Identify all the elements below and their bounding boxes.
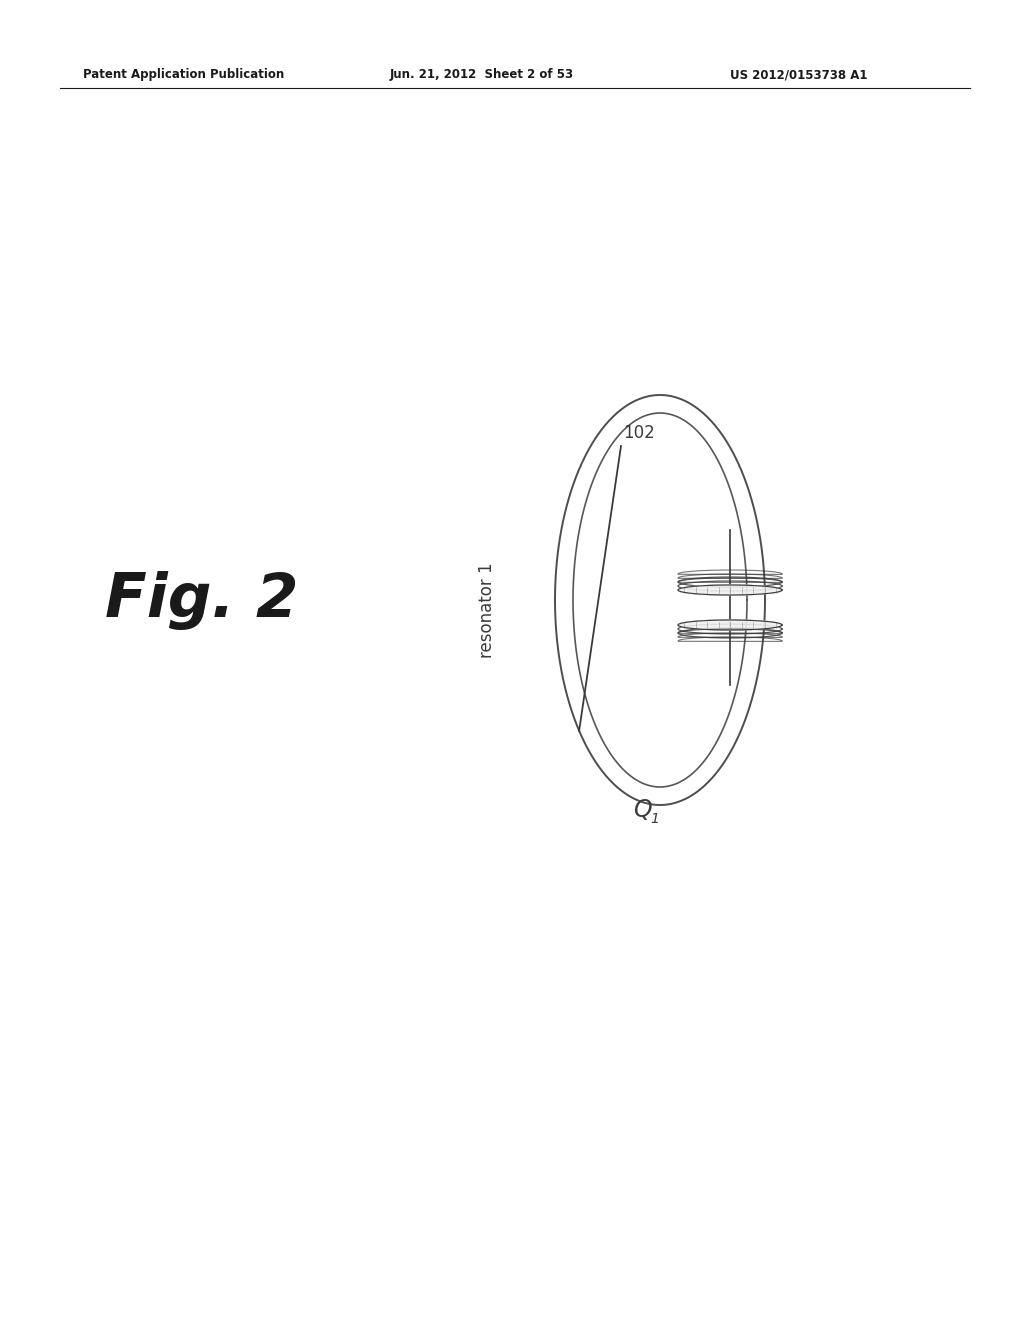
Text: Q: Q — [633, 799, 651, 822]
Text: 1: 1 — [650, 812, 659, 826]
Text: 102: 102 — [623, 424, 654, 442]
Text: Jun. 21, 2012  Sheet 2 of 53: Jun. 21, 2012 Sheet 2 of 53 — [390, 69, 574, 81]
Text: US 2012/0153738 A1: US 2012/0153738 A1 — [730, 69, 867, 81]
Text: resonator 1: resonator 1 — [478, 562, 496, 657]
Polygon shape — [678, 620, 782, 630]
Polygon shape — [678, 585, 782, 595]
Text: Patent Application Publication: Patent Application Publication — [83, 69, 285, 81]
Text: Fig. 2: Fig. 2 — [105, 570, 299, 630]
